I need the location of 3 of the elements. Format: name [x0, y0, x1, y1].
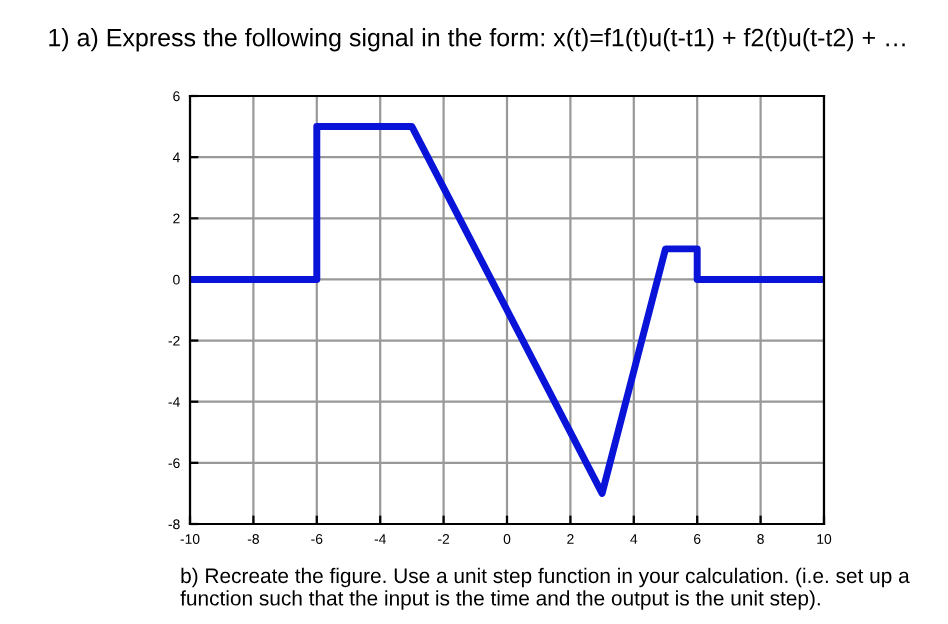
text: b) Recreate the figure. Use a unit step function in your calculation. (i.e. set up a function such that the input is the time and the output is the unit step).	[180, 567, 910, 610]
chart-title: 1) a) Express the following signal in the form: x(t)=f1(t)u(t-t1) + f2(t)u(t-t2) + …	[49, 28, 905, 52]
line-series	[190, 123, 824, 497]
